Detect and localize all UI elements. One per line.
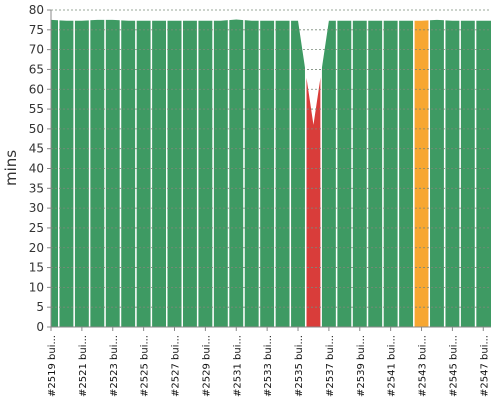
- build-duration-bar: [244, 20, 259, 327]
- y-tick-label: 75: [29, 23, 44, 37]
- y-axis-title: mins: [2, 150, 20, 186]
- y-tick-label: 20: [29, 241, 44, 255]
- y-tick-label: 80: [29, 3, 44, 17]
- y-tick-label: 50: [29, 122, 44, 136]
- x-tick-label: #2527 bui...: [171, 335, 182, 397]
- build-duration-bar: [476, 20, 491, 327]
- build-duration-bar: [291, 20, 305, 327]
- x-tick-label: #2539 bui...: [356, 335, 367, 397]
- build-duration-bar: [198, 20, 213, 327]
- build-duration-bar: [167, 20, 182, 327]
- y-tick-label: 0: [36, 320, 44, 334]
- build-duration-bar: [445, 20, 460, 327]
- build-duration-bar: [368, 20, 383, 327]
- build-duration-bar: [260, 20, 275, 327]
- x-tick-label: #2543 bui...: [418, 335, 429, 397]
- build-duration-bar: [121, 20, 136, 327]
- build-duration-bar: [51, 19, 58, 327]
- build-duration-bar: [383, 20, 398, 327]
- grid-lines: [51, 9, 491, 328]
- y-tick-label: 25: [29, 221, 44, 235]
- x-tick-label: #2529 bui...: [201, 335, 212, 397]
- y-tick-label: 65: [29, 62, 44, 76]
- x-tick-label: #2535 bui...: [294, 335, 305, 397]
- build-duration-bar: [229, 19, 244, 327]
- x-tick-label: #2537 bui...: [325, 335, 336, 397]
- build-duration-bar: [414, 20, 429, 327]
- y-tick-label: 40: [29, 162, 44, 176]
- build-duration-bar: [399, 20, 414, 327]
- x-tick-label: #2519 bui...: [47, 335, 58, 397]
- x-tick-label: #2525 bui...: [140, 335, 151, 397]
- build-duration-bar: [105, 19, 120, 327]
- x-axis: #2519 bui... #2521 bui... #2523 bui... #252…: [47, 326, 491, 397]
- y-tick-label: 70: [29, 43, 44, 57]
- build-duration-bar: [321, 20, 336, 327]
- build-duration-bar: [213, 20, 228, 327]
- x-tick-label: #2523 bui...: [109, 335, 120, 397]
- y-tick-label: 55: [29, 102, 44, 116]
- x-tick-label: #2545 bui...: [448, 335, 459, 397]
- x-tick-label: #2533 bui...: [263, 335, 274, 397]
- plot-area: [51, 19, 491, 327]
- y-tick-label: 10: [29, 280, 44, 294]
- build-duration-bar: [183, 20, 197, 327]
- y-axis: 0 5 10 15 20 25 30 35 40 45 50 55 60 65 70 75 80: [29, 3, 52, 334]
- y-tick-label: 60: [29, 82, 44, 96]
- build-duration-bar: [90, 19, 105, 327]
- x-tick-label: #2547 bui...: [479, 335, 490, 397]
- build-duration-bar: [352, 20, 367, 327]
- build-duration-bar: [337, 20, 352, 327]
- x-tick-label: #2521 bui...: [78, 335, 89, 397]
- build-duration-bar: [74, 20, 89, 327]
- build-duration-bar: [136, 20, 151, 327]
- y-tick-label: 5: [36, 300, 44, 314]
- y-tick-label: 45: [29, 142, 44, 156]
- build-duration-bar: [275, 20, 290, 327]
- build-duration-bar: [59, 20, 74, 327]
- x-tick-label: #2541 bui...: [387, 335, 398, 397]
- build-duration-bar: [460, 20, 475, 327]
- build-duration-bar: [152, 20, 167, 327]
- y-tick-label: 35: [29, 181, 44, 195]
- y-tick-label: 30: [29, 201, 44, 215]
- y-tick-label: 15: [29, 261, 44, 275]
- x-tick-label: #2531 bui...: [232, 335, 243, 397]
- build-duration-bar: [430, 19, 444, 327]
- build-duration-bar: [306, 77, 321, 327]
